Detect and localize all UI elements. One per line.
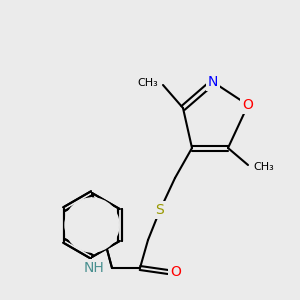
Text: S: S <box>156 203 164 217</box>
Circle shape <box>65 198 119 252</box>
Text: NH: NH <box>83 261 104 275</box>
Text: O: O <box>243 98 254 112</box>
Text: N: N <box>208 75 218 89</box>
Text: CH₃: CH₃ <box>137 78 158 88</box>
Text: O: O <box>171 265 182 279</box>
Text: CH₃: CH₃ <box>253 162 274 172</box>
